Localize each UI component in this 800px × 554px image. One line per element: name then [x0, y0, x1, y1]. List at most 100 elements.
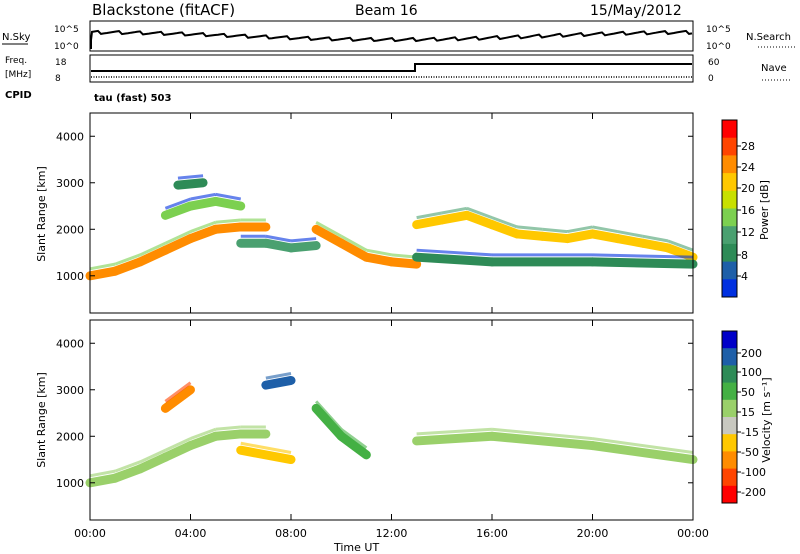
band-4-seg-0: [311, 403, 346, 441]
colorbar-swatch: [722, 417, 737, 435]
colorbar-swatch: [722, 208, 737, 227]
colorbar-tick-label: 8: [741, 249, 748, 262]
colorbar-frame: [721, 330, 738, 504]
nave-right-label: Nave: [761, 63, 787, 74]
band-3-seg-0: [261, 375, 296, 390]
x-tick-label: 04:00: [175, 527, 207, 540]
x-tick-label: 00:00: [677, 527, 709, 540]
colorbar-tick-label: 24: [741, 161, 755, 174]
station-title: Blackstone (fitACF): [92, 1, 235, 19]
y-tick-label: 4000: [56, 130, 84, 143]
band-5-edge-3: [491, 216, 518, 229]
y-tick-label: 4000: [56, 337, 84, 350]
colorbar-swatch: [722, 399, 737, 418]
colorbar-swatch: [722, 226, 737, 245]
band-5-edge-5: [542, 227, 568, 234]
velocity-colorbar-title: Velocity [m s⁻¹]: [760, 377, 773, 462]
band-0-edge-3: [164, 437, 192, 452]
colorbar-swatch: [722, 485, 737, 504]
noise-right-tick-top: 10^5: [706, 25, 731, 35]
freq-series: [91, 63, 692, 72]
y-tick-label: 3000: [56, 177, 84, 190]
band-6-edge-0: [416, 248, 493, 257]
band-0-edge-4: [189, 220, 217, 233]
x-tick-label: 08:00: [275, 527, 307, 540]
colorbar-swatch: [722, 243, 737, 263]
band-5-edge-0: [416, 427, 493, 436]
band-5-seg-1: [487, 431, 597, 451]
band-5-edge-9: [642, 234, 669, 243]
band-1-edge-1: [190, 192, 216, 201]
colorbar-swatch: [722, 279, 737, 298]
band-3-edge-0: [265, 371, 292, 380]
band-1-edge-0: [164, 197, 192, 210]
band-0-edge-3: [164, 230, 192, 245]
band-5-edge-1: [441, 206, 468, 215]
band-0-edge-5: [215, 425, 241, 431]
x-axis-title: Time UT: [333, 541, 379, 554]
band-0-seg-3: [160, 234, 195, 255]
band-0-edge-4: [189, 427, 217, 440]
colorbar-swatch: [722, 451, 737, 470]
velocity-y-axis: 1000 2000 3000 4000: [56, 337, 693, 490]
beam-title: Beam 16: [355, 3, 418, 19]
velocity-heatmap: [85, 371, 698, 488]
colorbar-swatch: [722, 434, 737, 452]
band-0-edge-1: [114, 460, 141, 473]
band-2-seg-0: [173, 178, 208, 190]
band-5-edge-10: [667, 239, 694, 252]
band-0-edge-0: [89, 262, 116, 271]
band-5-seg-2: [588, 441, 698, 465]
band-2-edge-0: [240, 441, 292, 455]
band-0-seg-2: [135, 452, 170, 474]
colorbar-frame: [721, 119, 738, 298]
band-4-edge-0: [315, 400, 343, 431]
noise-right-tick-bottom: 10^0: [706, 42, 731, 52]
band-0-edge-2: [139, 448, 167, 464]
y-tick-label: 3000: [56, 384, 84, 397]
band-4-edge-1: [340, 234, 368, 252]
velocity-y-label: Slant Range [km]: [35, 372, 48, 468]
band-1-seg-2: [211, 196, 246, 211]
velocity-colorbar: 200 100 50 15 -15 -50 -100 -200: [721, 330, 766, 504]
noise-left-label: N.Sky: [2, 32, 30, 43]
power-heatmap: [85, 174, 698, 281]
band-5-edge-0: [416, 211, 443, 220]
band-5-edge-2: [592, 437, 694, 455]
band-0-edge-2: [139, 241, 167, 257]
colorbar-tick-label: 200: [741, 347, 762, 360]
band-4-edge-1: [340, 428, 368, 450]
band-0-seg-2: [135, 245, 170, 267]
band-0-edge-5: [215, 218, 241, 224]
colorbar-tick-label: 50: [741, 386, 755, 399]
colorbar-tick-label: 15: [741, 406, 755, 419]
freq-left-tick-top: 18: [55, 58, 67, 68]
nave-right-tick-bottom: 0: [708, 74, 714, 84]
colorbar-tick-label: 100: [741, 366, 762, 379]
band-1-edge-0: [164, 381, 192, 403]
power-y-label: Slant Range [km]: [35, 166, 48, 262]
y-tick-label: 2000: [56, 430, 84, 443]
noise-panel-frame: [89, 20, 694, 52]
colorbar-swatch: [722, 365, 737, 384]
band-0-seg-3: [160, 441, 195, 462]
band-3-edge-1: [265, 234, 292, 243]
band-5-seg-0: [412, 431, 497, 446]
cpid-label: CPID: [5, 90, 32, 101]
colorbar-swatch: [722, 137, 737, 156]
x-tick-label: 12:00: [376, 527, 408, 540]
freq-panel-frame: [89, 54, 694, 83]
band-1-seg-0: [160, 385, 195, 413]
power-colorbar-title: Power [dB]: [758, 180, 771, 240]
freq-label-line1: Freq.: [5, 56, 27, 66]
band-0-edge-1: [114, 253, 141, 266]
x-tick-label: 16:00: [476, 527, 508, 540]
cpid-text: tau (fast) 503: [94, 93, 171, 104]
y-tick-label: 2000: [56, 223, 84, 236]
band-3-seg-2: [286, 241, 321, 253]
noise-right-label: N.Search: [746, 32, 791, 43]
colorbar-swatch: [722, 190, 737, 209]
band-5-edge-6: [567, 225, 593, 234]
y-tick-label: 1000: [56, 477, 84, 490]
